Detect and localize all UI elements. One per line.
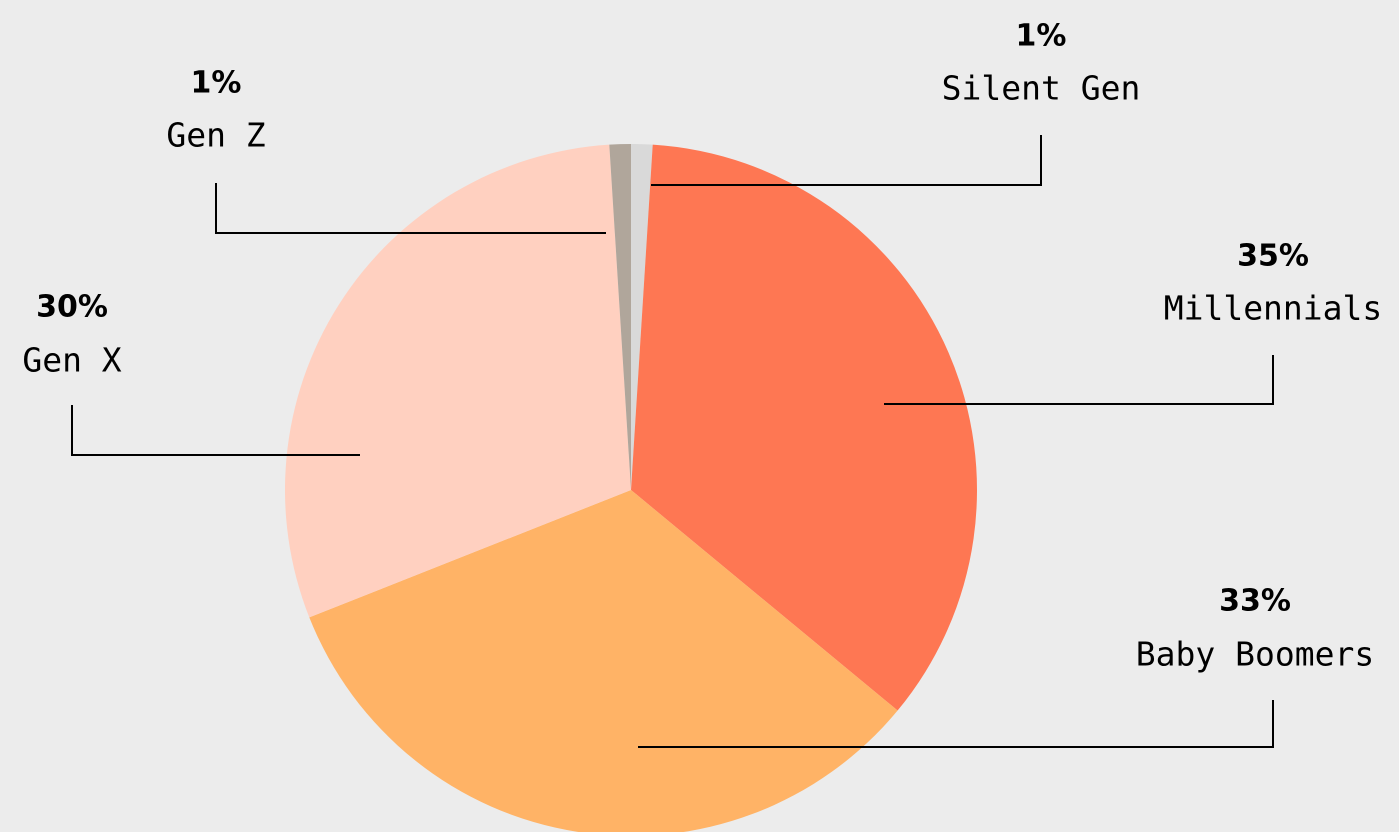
value-label: 33% [1219,584,1291,619]
leader-line [638,700,1274,748]
value-label: 1% [1016,19,1067,54]
slice [609,144,631,490]
category-label: Millennials [1164,289,1383,328]
leader-line [215,183,606,234]
category-label: Gen Z [166,116,265,155]
slice [284,144,631,618]
value-label: 35% [1237,239,1309,274]
category-label: Silent Gen [942,69,1141,108]
leader-lines [71,135,1274,748]
category-label: Gen X [22,341,121,380]
leader-line [651,135,1042,186]
pie [284,144,977,832]
value-label: 30% [36,290,108,325]
labels: 1% Silent Gen 35% Millennials 33% Baby Boomer… [22,19,1382,674]
leader-line [71,405,360,456]
category-label: Baby Boomers [1136,635,1374,674]
slice [631,144,977,711]
leader-line [884,355,1274,405]
value-label: 1% [191,66,242,101]
slice [631,144,653,490]
